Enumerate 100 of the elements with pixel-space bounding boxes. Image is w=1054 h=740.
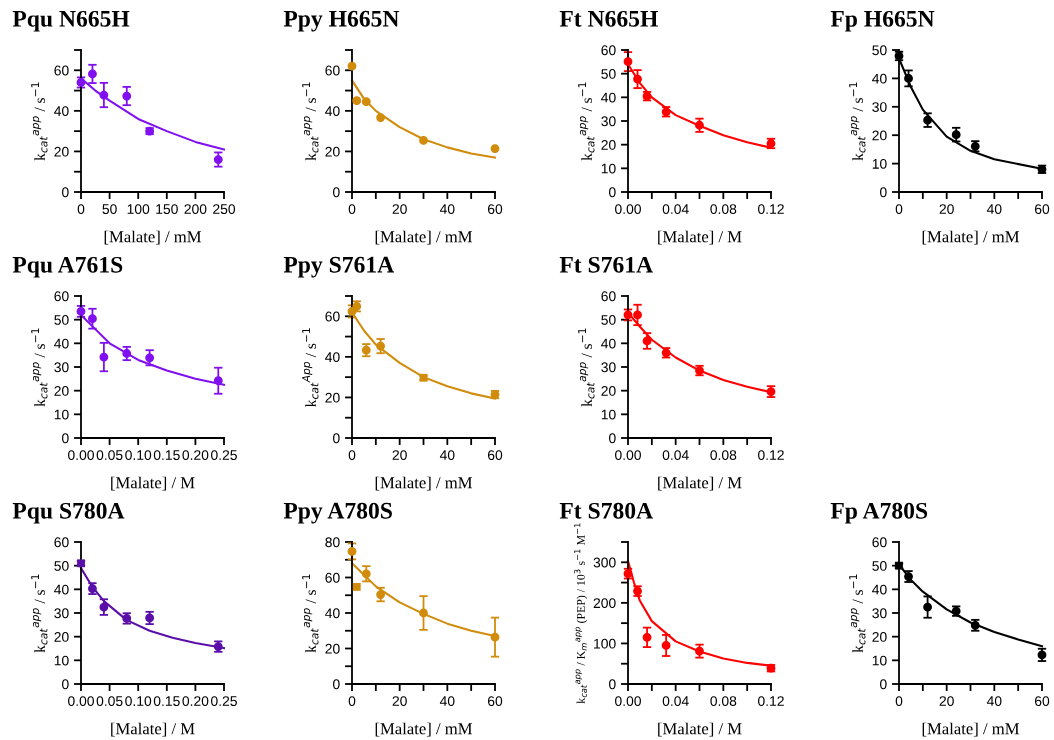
x-tick-label: 0	[348, 450, 356, 461]
x-tick-label: 60	[487, 450, 503, 461]
y-tick-label: 50	[601, 69, 616, 79]
x-tick-label: 0.04	[662, 204, 689, 215]
y-tick-label: 30	[601, 116, 616, 127]
y-tick-label: 50	[54, 561, 69, 571]
y-tick-label: 10	[601, 163, 616, 174]
y-tick-label: 0	[609, 679, 616, 690]
x-axis-title: [Malate] / M	[111, 722, 195, 737]
x-tick-label: 40	[439, 204, 455, 215]
y-axis-title: k$_{cat}$$^{app}$ / s$^{−1}$	[302, 574, 319, 653]
x-tick-label: 40	[986, 204, 1002, 215]
x-tick-label: 0.25	[211, 696, 237, 707]
y-tick-label: 40	[601, 338, 616, 349]
x-tick-label: 0.15	[153, 696, 180, 707]
y-tick-label: 200	[593, 598, 616, 609]
y-tick-label: 50	[872, 45, 887, 56]
x-tick-label: 60	[487, 696, 503, 707]
y-tick-label: 0	[609, 187, 616, 198]
x-tick-label: 0.00	[615, 696, 641, 707]
x-axis-title: [Malate] / mM	[922, 230, 1020, 245]
y-tick-label: 10	[872, 655, 887, 666]
y-tick-label: 20	[601, 140, 616, 150]
chart-title: Fp H665N	[830, 10, 935, 32]
x-tick-label: 40	[986, 696, 1002, 707]
x-tick-label: 0.04	[662, 450, 689, 461]
y-tick-label: 30	[54, 362, 69, 373]
y-tick-label: 40	[872, 73, 887, 84]
x-tick-label: 20	[939, 696, 954, 707]
x-tick-label: 0.08	[710, 204, 737, 215]
x-tick-label: 50	[102, 204, 117, 215]
x-tick-label: 0.12	[758, 696, 784, 707]
x-tick-label: 0.08	[710, 450, 737, 461]
y-tick-label: 40	[325, 608, 340, 619]
y-axis-title: k$_{cat}$$^{app}$ / s$^{−1}$	[31, 82, 48, 161]
chart-title: Ppy S761A	[283, 256, 395, 278]
y-tick-label: 10	[54, 409, 69, 420]
y-tick-label: 80	[325, 537, 340, 548]
x-tick-label: 60	[487, 204, 503, 215]
y-tick-label: 50	[54, 315, 69, 325]
y-axis-title: k$_{cat}$$^{app}$ / s$^{−1}$	[849, 82, 866, 161]
y-axis-title: k$_{cat}$$^{app}$ / s$^{−1}$	[31, 328, 48, 407]
y-tick-label: 60	[325, 311, 340, 322]
y-axis-title: k$_{cat}$$^{app}$ / s$^{−1}$	[578, 82, 595, 161]
x-axis-title: [Malate] / mM	[375, 230, 473, 245]
chart-title: Ppy A780S	[283, 502, 392, 524]
y-tick-label: 0	[333, 679, 340, 690]
chart-title: Ft S780A	[559, 502, 653, 519]
x-axis-title: [Malate] / M	[658, 722, 742, 737]
x-axis-title: [Malate] / M	[111, 476, 195, 491]
x-axis-title: [Malate] / M	[658, 476, 742, 491]
y-tick-label: 60	[601, 45, 616, 56]
y-tick-label: 0	[609, 433, 616, 444]
x-tick-label: 0	[895, 204, 903, 215]
chart-title: Ft S761A	[559, 256, 653, 273]
y-tick-label: 60	[872, 537, 887, 548]
text: k$_{cat}$$^{app}$ / K$_{m}$$^{app}$ (PEP) / 10$^{3}$ s$^{−1}$ M$^{−1}$	[574, 523, 588, 704]
x-tick-label: 0.20	[182, 450, 209, 461]
y-tick-label: 0	[62, 679, 69, 690]
y-tick-label: 60	[325, 65, 340, 76]
x-tick-label: 0.00	[68, 696, 94, 707]
chart-title: Pqu A761S	[12, 256, 123, 278]
x-tick-label: 0.08	[710, 696, 737, 707]
x-tick-label: 60	[1034, 204, 1050, 215]
y-tick-label: 0	[333, 187, 340, 198]
y-tick-label: 20	[325, 392, 340, 403]
y-axis-title: k$_{cat}$$^{App}$ / s$^{−1}$	[302, 328, 319, 407]
x-tick-label: 20	[939, 204, 954, 215]
y-tick-label: 30	[872, 102, 887, 112]
y-axis-title: k$_{cat}$$^{app}$ / s$^{−1}$	[302, 82, 319, 161]
y-tick-label: 100	[594, 638, 616, 649]
x-tick-label: 0	[895, 696, 903, 707]
y-tick-label: 30	[872, 608, 887, 619]
y-tick-label: 60	[325, 572, 340, 583]
y-tick-label: 20	[601, 386, 616, 396]
x-tick-label: 150	[156, 204, 178, 215]
y-axis-title: k$_{cat}$$^{app}$ / s$^{−1}$	[849, 574, 866, 653]
y-tick-label: 20	[325, 643, 340, 654]
x-tick-label: 20	[392, 696, 407, 707]
chart-title: Pqu S780A	[12, 502, 125, 524]
x-axis-title: [Malate] / M	[658, 230, 742, 245]
x-axis-title: [Malate] / mM	[375, 722, 473, 737]
y-tick-label: 40	[325, 352, 340, 363]
x-axis-title: [Malate] / mM	[104, 230, 202, 245]
y-tick-label: 20	[872, 130, 887, 141]
y-tick-label: 0	[62, 187, 69, 198]
y-tick-label: 0	[880, 679, 887, 690]
y-tick-label: 40	[601, 92, 616, 103]
y-tick-label: 10	[54, 655, 69, 666]
x-tick-label: 40	[439, 696, 455, 707]
x-tick-label: 0.00	[615, 450, 641, 461]
x-tick-label: 0.05	[96, 696, 123, 707]
y-tick-label: 20	[54, 146, 69, 157]
x-tick-label: 0.20	[182, 696, 209, 707]
y-tick-label: 30	[54, 608, 69, 619]
x-tick-label: 0.25	[211, 450, 237, 461]
x-axis-title: [Malate] / mM	[375, 476, 473, 491]
y-tick-label: 0	[333, 433, 340, 444]
y-tick-label: 20	[872, 632, 887, 642]
x-tick-label: 0.04	[662, 696, 689, 707]
